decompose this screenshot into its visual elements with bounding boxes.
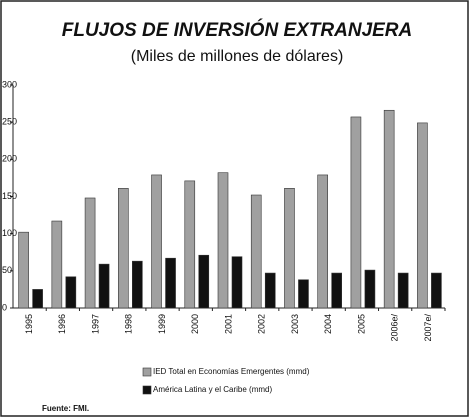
- x-tick-label: 1997: [90, 314, 100, 334]
- x-tick-label: 2001: [223, 314, 233, 334]
- y-tick-label: 50: [2, 265, 12, 275]
- x-tick-label: 2005: [356, 314, 366, 334]
- bar: [132, 260, 143, 309]
- y-tick-label: 200: [2, 154, 17, 164]
- x-tick-label: 2006e/: [390, 314, 400, 342]
- y-tick-label: 300: [2, 79, 17, 89]
- bar: [84, 197, 96, 309]
- bar: [298, 279, 309, 309]
- bar: [431, 272, 442, 309]
- source: Fuente: FMI.: [42, 404, 89, 413]
- bar: [364, 269, 376, 309]
- bar: [284, 188, 295, 309]
- bar: [18, 231, 29, 309]
- bar: [184, 180, 196, 309]
- bar: [417, 122, 428, 309]
- y-tick-label: 250: [2, 117, 17, 127]
- bar: [165, 257, 176, 309]
- bar: [51, 220, 63, 309]
- x-tick-label: 2003: [290, 314, 300, 334]
- y-tick-label: 0: [2, 302, 7, 312]
- x-tick-label: 2004: [323, 314, 333, 334]
- bar: [264, 272, 276, 309]
- bar: [250, 194, 262, 309]
- chart-subtitle: (Miles de millones de dólares): [131, 48, 344, 65]
- bar: [331, 272, 342, 309]
- bar: [397, 272, 409, 309]
- bar: [65, 276, 77, 309]
- y-tick-label: 150: [2, 191, 17, 201]
- bar: [350, 116, 362, 309]
- x-tick-label: 1996: [57, 314, 67, 334]
- bar: [317, 174, 328, 309]
- bar: [383, 109, 395, 309]
- bar: [151, 174, 162, 309]
- bar: [231, 256, 243, 309]
- y-tick-label: 100: [2, 228, 17, 238]
- chart-title: FLUJOS DE INVERSIÓN EXTRANJERA: [62, 19, 413, 41]
- bar: [217, 172, 229, 309]
- x-tick-label: 2007e/: [423, 314, 433, 342]
- x-tick-label: 1998: [124, 314, 134, 334]
- bar: [118, 188, 129, 309]
- x-tick-label: 2002: [257, 314, 267, 334]
- legend-swatch: [142, 367, 152, 377]
- legend-label: América Latina y el Caribe (mmd): [153, 385, 272, 394]
- bar: [98, 263, 110, 309]
- legend-swatch: [142, 385, 152, 395]
- x-tick-label: 1999: [157, 314, 167, 334]
- x-tick-label: 1995: [24, 314, 34, 334]
- bar: [32, 289, 43, 309]
- x-tick-label: 2000: [190, 314, 200, 334]
- bar: [198, 254, 210, 309]
- legend-label: IED Total en Economías Emergentes (mmd): [153, 367, 310, 376]
